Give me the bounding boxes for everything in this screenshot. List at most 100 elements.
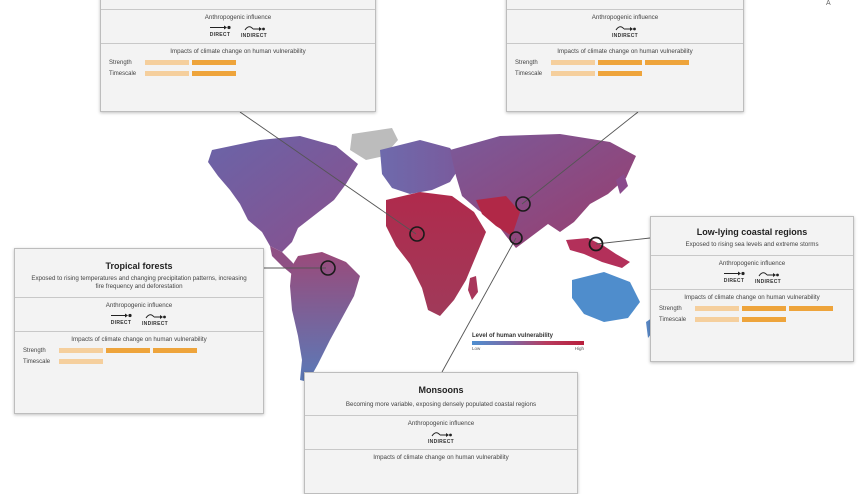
- strength-segment: [645, 60, 689, 65]
- world-map-svg: [208, 111, 654, 382]
- connector-top-left: [239, 111, 417, 235]
- timescale-segment: [742, 317, 786, 322]
- impacts-section: Impacts of climate change on human vulne…: [15, 331, 263, 367]
- strength-label: Strength: [23, 347, 46, 354]
- direct-influence-label: DIRECT: [110, 320, 132, 326]
- influence-title: Anthropogenic influence: [591, 14, 659, 21]
- impacts-section: Impacts of climate change on human vulne…: [507, 43, 743, 79]
- impacts-title: Impacts of climate change on human vulne…: [684, 294, 820, 301]
- indirect-influence-label: INDIRECT: [611, 33, 638, 39]
- timescale-label: Timescale: [23, 358, 51, 365]
- impacts-title: Impacts of climate change on human vulne…: [557, 48, 693, 55]
- timescale-segment: [598, 71, 642, 76]
- panel-description: Exposed to rising temperatures and chang…: [31, 275, 247, 290]
- impact-rows: Strength Timescale: [507, 55, 743, 79]
- panel-description: Exposed to rising sea levels and extreme…: [685, 241, 819, 248]
- direct-influence: DIRECT: [110, 312, 132, 327]
- impact-rows: Strength Timescale: [15, 343, 263, 367]
- panel-title: Monsoons: [418, 385, 464, 395]
- strength-segment: [59, 348, 103, 353]
- indirect-influence: INDIRECT: [241, 24, 267, 39]
- legend-title: Level of human vulnerability: [472, 333, 554, 339]
- strength-segment: [153, 348, 197, 353]
- direct-influence: DIRECT: [723, 270, 745, 285]
- direct-arrow-icon: [110, 313, 132, 318]
- marker-southeast-asia: [588, 236, 604, 252]
- impacts-title: Impacts of climate change on human vulne…: [71, 336, 207, 343]
- direct-influence-label: DIRECT: [723, 278, 745, 284]
- impacts-title: Impacts of climate change on human vulne…: [170, 48, 306, 55]
- legend-high: High: [574, 346, 584, 351]
- direct-influence-label: DIRECT: [209, 32, 231, 38]
- strength-segment: [598, 60, 642, 65]
- indirect-arrow-icon: [615, 26, 636, 31]
- influence-section: Anthropogenic influence INDIRECT: [507, 9, 743, 43]
- timescale-label: Timescale: [659, 316, 687, 323]
- strength-segment: [192, 60, 236, 65]
- panel-title: Low-lying coastal regions: [696, 227, 808, 237]
- impact-rows: Strength Timescale: [101, 55, 375, 79]
- indirect-arrow-icon: [758, 272, 779, 277]
- panel-top-right: Anthropogenic influence INDIRECT Impacts…: [506, 0, 744, 112]
- strength-label: Strength: [659, 305, 682, 312]
- indirect-arrow-icon: [431, 432, 452, 437]
- influence-section: Anthropogenic influence DIRECT INDIRECT: [15, 297, 263, 331]
- south-america-shape: [290, 252, 360, 382]
- marker-africa: [409, 226, 425, 242]
- strength-row: Strength: [507, 57, 743, 68]
- indirect-influence: INDIRECT: [755, 270, 781, 285]
- timescale-segment: [192, 71, 236, 76]
- timescale-label: Timescale: [109, 70, 137, 77]
- marker-india: [509, 231, 523, 245]
- strength-label: Strength: [109, 59, 132, 66]
- impact-rows: Strength Timescale: [651, 301, 853, 325]
- europe-shape: [380, 140, 462, 194]
- panel-monsoons: Monsoons Becoming more variable, exposin…: [304, 372, 578, 494]
- timescale-row: Timescale: [651, 314, 853, 325]
- indirect-arrow-icon: [244, 26, 265, 31]
- indirect-influence-label: INDIRECT: [427, 439, 454, 445]
- corner-mark: A: [826, 0, 831, 7]
- impacts-section: Impacts of climate change on human vulne…: [651, 289, 853, 325]
- strength-row: Strength: [651, 303, 853, 314]
- influences-row: DIRECT INDIRECT: [15, 309, 263, 331]
- indirect-arrow-icon: [145, 314, 166, 319]
- connector-lines: [239, 111, 651, 373]
- influences-row: INDIRECT: [305, 427, 577, 449]
- marker-middle-east: [515, 196, 531, 212]
- influences-row: INDIRECT: [507, 21, 743, 43]
- connector-monsoons: [441, 237, 517, 373]
- africa-shape: [386, 192, 486, 316]
- direct-influence: DIRECT: [209, 24, 231, 39]
- strength-segment: [789, 306, 833, 311]
- timescale-row: Timescale: [15, 356, 263, 367]
- panel-top-left: Anthropogenic influence DIRECT INDIRECT I…: [100, 0, 376, 112]
- panel-coastal-regions: Low-lying coastal regions Exposed to ris…: [650, 216, 854, 362]
- panel-description: Becoming more variable, exposing densely…: [345, 401, 537, 408]
- impacts-section: Impacts of climate change on human vulne…: [305, 449, 577, 461]
- indirect-influence: INDIRECT: [142, 312, 168, 327]
- vulnerability-legend: Level of human vulnerability Low High: [472, 333, 584, 351]
- timescale-segment: [551, 71, 595, 76]
- influence-title: Anthropogenic influence: [105, 302, 173, 309]
- strength-row: Strength: [101, 57, 375, 68]
- influences-row: DIRECT INDIRECT: [101, 21, 375, 43]
- legend-gradient-bar: [472, 341, 584, 345]
- timescale-segment: [59, 359, 103, 364]
- influence-section: Anthropogenic influence INDIRECT: [305, 415, 577, 449]
- timescale-segment: [145, 71, 189, 76]
- australia-shape: [572, 272, 640, 322]
- influences-row: DIRECT INDIRECT: [651, 267, 853, 289]
- indirect-influence-label: INDIRECT: [754, 279, 781, 285]
- legend-low: Low: [472, 346, 481, 351]
- connector-top-right: [521, 111, 639, 205]
- impacts-section: Impacts of climate change on human vulne…: [101, 43, 375, 79]
- japan-shape: [616, 174, 628, 194]
- direct-arrow-icon: [209, 25, 231, 30]
- influence-section: Anthropogenic influence DIRECT INDIRECT: [651, 255, 853, 289]
- location-markers: [320, 196, 604, 276]
- strength-segment: [695, 306, 739, 311]
- timescale-label: Timescale: [515, 70, 543, 77]
- strength-segment: [551, 60, 595, 65]
- influence-title: Anthropogenic influence: [204, 14, 272, 21]
